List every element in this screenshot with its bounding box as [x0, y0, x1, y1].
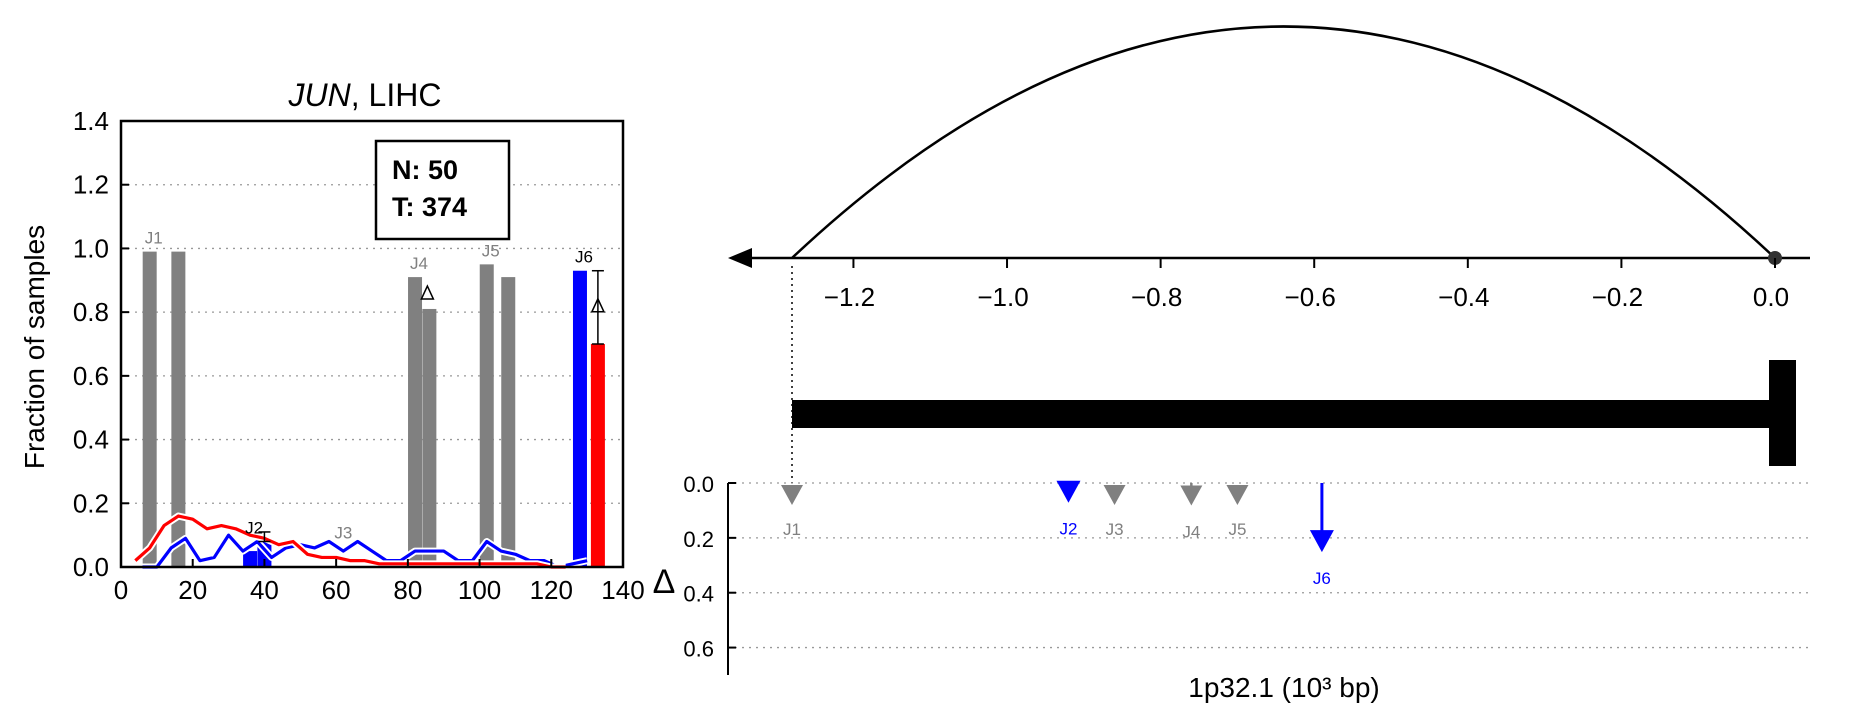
junction-label: J2 — [245, 519, 263, 538]
junction-label: J5 — [482, 241, 500, 260]
junction-label: J5 — [1228, 520, 1246, 539]
delta-grid — [728, 482, 1810, 649]
bar-j4 — [408, 277, 423, 567]
coordinate-tick-label: 0.0 — [1753, 282, 1789, 312]
bar-j2 — [243, 551, 258, 567]
y-tick-label: 0.8 — [73, 297, 109, 327]
x-tick-label: 20 — [178, 575, 207, 605]
delta-axis-label: Δ — [653, 563, 676, 601]
delta-tick-label: 0.4 — [683, 582, 714, 607]
bar-chart-panel: JUN, LIHC Fraction of samples J1 J2 J4 J5 J6… — [19, 77, 645, 605]
junction-markers: J1 J2 J3 J4 J5 J6 — [781, 480, 1334, 588]
bar-j1 — [171, 251, 186, 567]
delta-arrowhead — [1309, 530, 1334, 553]
y-tick-label: 1.2 — [73, 170, 109, 200]
coordinate-tick-label: −1.2 — [824, 282, 875, 312]
y-tick-label: 0.2 — [73, 488, 109, 518]
coordinate-tick-label: −0.8 — [1131, 282, 1182, 312]
delta-tick-labels: 0.0 0.2 0.4 0.6 — [683, 472, 736, 662]
legend-tumor-count: T: 374 — [392, 192, 467, 222]
y-tick-label: 0.4 — [73, 425, 109, 455]
annotations: J1 J2 J4 J5 J6 J3 — [145, 229, 606, 542]
delta-tick-label: 0.0 — [683, 472, 714, 497]
junction-label: J2 — [1059, 520, 1077, 539]
x-tick-label: 40 — [250, 575, 279, 605]
coordinate-tick-label: −0.6 — [1285, 282, 1336, 312]
delta-marker — [590, 296, 606, 313]
bar-j4 — [422, 308, 437, 567]
title-rest: , LIHC — [351, 77, 442, 113]
x-tick-labels: 0 20 40 60 80 100 120 140 — [114, 559, 645, 605]
axis-arrowhead — [728, 248, 752, 268]
junction-label: J1 — [145, 229, 163, 248]
bars — [142, 251, 605, 567]
y-tick-label: 0.6 — [73, 361, 109, 391]
y-tick-label: 1.4 — [73, 106, 109, 136]
plot-frame — [119, 119, 625, 569]
coordinate-tick-label: −0.4 — [1438, 282, 1489, 312]
delta-tick-label: 0.2 — [683, 527, 714, 552]
y-tick-label: 1.0 — [73, 233, 109, 263]
junction-label: J4 — [1182, 522, 1200, 541]
junction-label: J3 — [1106, 520, 1124, 539]
x-tick-label: 80 — [393, 575, 422, 605]
title-gene: JUN — [288, 77, 352, 113]
delta-tick-label: 0.6 — [683, 637, 714, 662]
x-tick-label: 120 — [530, 575, 573, 605]
y-axis-label: Fraction of samples — [19, 225, 50, 469]
junction-label: J4 — [410, 254, 428, 273]
splice-arc — [791, 25, 1776, 259]
x-tick-label: 100 — [458, 575, 501, 605]
y-tick-label: 0.0 — [73, 552, 109, 582]
chart-title: JUN, LIHC — [288, 77, 442, 113]
gene-structure-panel: −1.2 −1.0 −0.8 −0.6 −0.4 −0.2 0.0 Δ 0.00.20.40… — [653, 25, 1810, 703]
junction-label: J6 — [575, 248, 593, 267]
coordinate-tick-label: −1.0 — [977, 282, 1028, 312]
x-axis-label: 1p32.1 (10³ bp) — [1188, 672, 1379, 703]
series-lines — [133, 512, 588, 571]
delta-triangle — [1180, 485, 1203, 506]
bar-j5 — [479, 264, 494, 567]
series-line-tumor — [134, 514, 566, 569]
coordinate-tick-label: −0.2 — [1592, 282, 1643, 312]
x-tick-label: 140 — [601, 575, 644, 605]
coordinate-tick-labels: −1.2 −1.0 −0.8 −0.6 −0.4 −0.2 0.0 — [824, 258, 1789, 312]
bar-j5 — [501, 277, 516, 567]
junction-label: J3 — [334, 523, 352, 542]
bar-j6 — [590, 344, 605, 567]
delta-triangle — [1103, 485, 1126, 505]
x-tick-label: 0 — [114, 575, 128, 605]
bar-j1 — [142, 251, 157, 567]
delta-triangle — [1226, 485, 1249, 505]
delta-arrowhead — [1056, 480, 1081, 503]
series-line-normal — [142, 533, 588, 569]
junction-label: J1 — [783, 520, 801, 539]
legend-normal-count: N: 50 — [392, 155, 458, 185]
delta-marker — [420, 284, 435, 300]
grid — [121, 184, 623, 504]
bar-j6 — [572, 270, 587, 567]
gene-body — [792, 400, 1775, 428]
delta-triangle — [781, 485, 803, 505]
legend-frame — [374, 139, 511, 241]
x-tick-label: 60 — [322, 575, 351, 605]
legend-box: N: 50 T: 374 — [374, 139, 511, 241]
junction-label: J6 — [1313, 569, 1331, 588]
gene-end-cap — [1769, 360, 1796, 466]
y-tick-labels: 0.0 0.2 0.4 0.6 0.8 1.0 1.2 1.4 — [73, 106, 129, 582]
